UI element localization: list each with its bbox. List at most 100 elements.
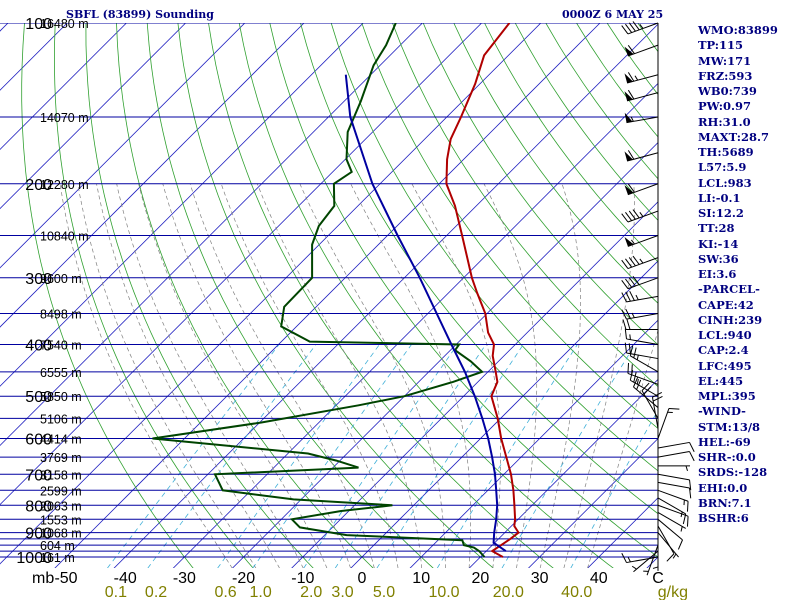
index-line: -WIND- — [698, 404, 746, 419]
height-label: 2063 m — [40, 499, 82, 513]
index-line: WB0:739 — [698, 84, 757, 98]
moist-adiabat-line — [189, 183, 375, 568]
moist-adiabat-line — [563, 183, 635, 568]
wind-barb — [621, 21, 659, 35]
isotherm-line — [468, 378, 658, 568]
temperature-tick-label: 40 — [590, 570, 608, 587]
dewpoint-curve — [152, 23, 486, 558]
wind-barb — [621, 209, 659, 223]
moist-adiabat-line — [256, 183, 423, 568]
wind-barb — [657, 451, 695, 462]
height-label: 5106 m — [40, 412, 82, 426]
parcel-curve — [344, 74, 507, 552]
wind-barb — [627, 362, 659, 385]
moist-adiabat-line — [350, 183, 471, 568]
height-label: 161 m — [40, 551, 75, 565]
index-line: PW:0.97 — [698, 99, 752, 114]
wind-barb — [657, 481, 692, 499]
mixing-ratio-line — [376, 344, 524, 568]
moist-adiabat-line — [220, 183, 399, 568]
wind-barb — [658, 465, 690, 471]
wind-barb — [624, 235, 659, 247]
moist-adiabat-line — [59, 183, 233, 568]
index-line: LCL:983 — [698, 175, 752, 190]
moist-adiabat-line — [411, 183, 501, 568]
index-line: SHR-:0.0 — [698, 450, 756, 464]
mixing-ratio-line — [570, 409, 658, 568]
index-line: EL:445 — [698, 373, 744, 388]
index-line: CAP:2.4 — [698, 343, 749, 358]
height-label: 2599 m — [40, 484, 82, 498]
mixing-ratio-label: 40.0 — [561, 584, 592, 600]
moist-adiabat-line — [299, 183, 446, 568]
moist-adiabat-line — [587, 329, 658, 568]
wind-barb — [621, 308, 659, 320]
isotherm-line — [54, 23, 601, 568]
wind-barb — [631, 550, 659, 573]
isotherm-line — [232, 142, 658, 568]
index-line: HEL:-69 — [698, 434, 751, 449]
moist-adiabat-line — [483, 183, 538, 568]
moist-adiabat-line — [539, 183, 581, 568]
wind-barb — [624, 44, 659, 57]
index-line: SW:36 — [698, 251, 739, 266]
moist-adiabat-line — [116, 183, 304, 568]
wind-barb — [657, 497, 687, 525]
diagram-grid — [0, 23, 658, 568]
wind-barb — [621, 553, 659, 564]
isotherm-line — [0, 23, 305, 328]
mixing-ratio-label: 20.0 — [493, 584, 524, 600]
mixing-ratio-label: 1.0 — [249, 584, 271, 600]
index-line: MPL:395 — [698, 389, 756, 403]
isotherm-line — [172, 82, 658, 568]
wind-barb — [621, 255, 659, 270]
index-line: SI:12.2 — [698, 206, 744, 220]
isotherm-line — [528, 438, 658, 568]
wind-barb — [624, 89, 659, 102]
pressure-tick-label: 300 — [25, 271, 52, 288]
temperature-tick-label: -30 — [173, 570, 196, 587]
wind-barb — [624, 328, 659, 345]
index-line: LFC:495 — [698, 358, 752, 373]
pressure-tick-label: 400 — [25, 338, 52, 355]
wind-barb — [622, 319, 658, 331]
pressure-tick-label: 1000 — [16, 550, 52, 567]
wind-barb — [624, 342, 659, 360]
index-line: TP:115 — [698, 38, 744, 53]
index-line: KI:-14 — [698, 236, 739, 251]
pressure-tick-label: 100 — [25, 16, 52, 33]
index-line: STM:13/8 — [698, 419, 761, 434]
mixing-ratio-line — [107, 344, 280, 568]
index-line: -PARCEL- — [698, 282, 760, 297]
temperature-tick-label: 0 — [358, 570, 367, 587]
sounding-time: 0000Z 6 MAY 25 — [562, 8, 664, 21]
temperature-tick-label: -20 — [232, 570, 255, 587]
height-label: 16480 m — [40, 17, 89, 31]
height-label: 9600 m — [40, 272, 82, 286]
index-line: CAPE:42 — [698, 297, 754, 312]
index-line: L57:5.9 — [698, 160, 747, 175]
pressure-tick-label: 700 — [25, 467, 52, 484]
height-label: 12280 m — [40, 178, 89, 192]
index-line: CINH:239 — [698, 312, 763, 327]
height-label: 4414 m — [40, 433, 82, 447]
isotherm-line — [409, 319, 658, 568]
index-line: LI:-0.1 — [698, 190, 741, 205]
wind-barb — [624, 112, 659, 124]
isotherm-line — [0, 23, 127, 150]
wind-barb — [624, 183, 659, 196]
index-line: TT:28 — [698, 221, 735, 236]
wind-barb — [657, 504, 689, 527]
pressure-tick-label: 200 — [25, 177, 52, 194]
index-line: RH:31.0 — [698, 114, 751, 129]
index-line: SRDS:-128 — [698, 465, 768, 480]
mixing-ratio-label: 3.0 — [331, 584, 353, 600]
index-line: EI:3.6 — [698, 267, 737, 281]
height-label: 5850 m — [40, 390, 82, 404]
wind-barb — [657, 473, 692, 491]
pressure-tick-label: 800 — [25, 498, 52, 515]
isotherm-line — [291, 201, 658, 568]
moist-adiabat-line — [96, 183, 280, 568]
isotherm-line — [350, 260, 658, 568]
